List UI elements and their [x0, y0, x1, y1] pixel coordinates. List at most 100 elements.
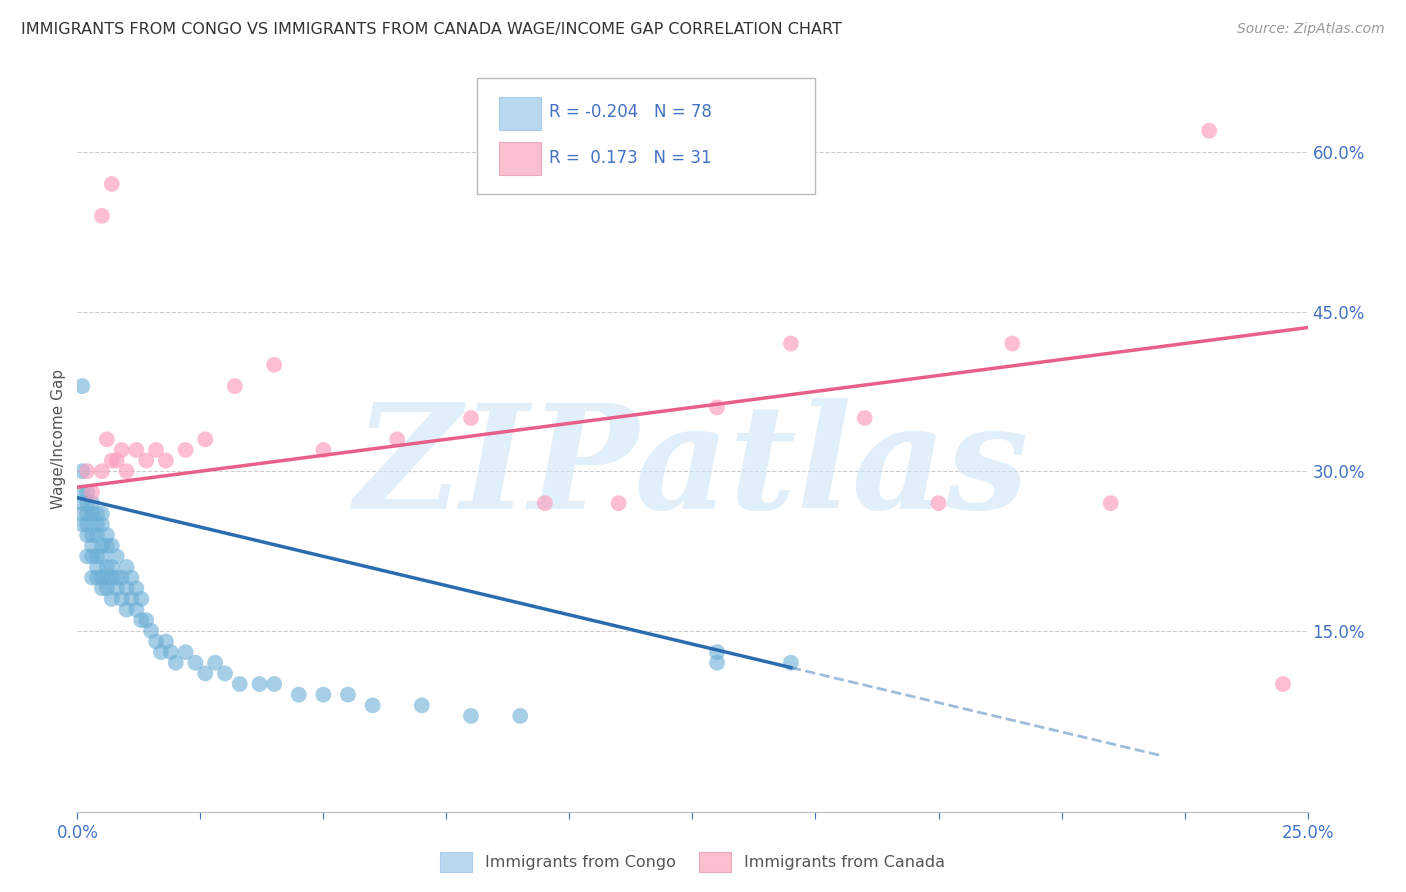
Point	[76, 549, 98, 564]
Point	[460, 411, 482, 425]
Point	[115, 602, 138, 616]
Point	[115, 464, 138, 478]
Point	[780, 656, 803, 670]
Point	[184, 656, 207, 670]
Point	[194, 666, 217, 681]
Point	[411, 698, 433, 713]
Point	[70, 517, 93, 532]
Point	[125, 442, 148, 457]
Point	[76, 496, 98, 510]
FancyBboxPatch shape	[477, 78, 815, 194]
Point	[70, 464, 93, 478]
Point	[224, 379, 246, 393]
Text: ZIPatlas: ZIPatlas	[356, 399, 1029, 540]
Point	[96, 582, 118, 596]
Point	[105, 549, 128, 564]
Point	[86, 507, 108, 521]
Point	[101, 539, 124, 553]
Point	[90, 209, 114, 223]
Point	[312, 442, 335, 457]
Point	[90, 507, 114, 521]
Point	[105, 453, 128, 467]
Point	[1198, 124, 1220, 138]
Point	[82, 571, 104, 585]
Point	[1272, 677, 1295, 691]
Point	[96, 560, 118, 574]
Point	[194, 433, 217, 447]
Point	[90, 549, 114, 564]
Point	[111, 571, 132, 585]
Point	[1001, 336, 1024, 351]
Point	[105, 582, 128, 596]
Point	[90, 517, 114, 532]
Point	[90, 571, 114, 585]
Point	[101, 453, 124, 467]
Point	[263, 358, 285, 372]
Point	[82, 528, 104, 542]
Point	[86, 517, 108, 532]
Point	[82, 549, 104, 564]
Point	[82, 539, 104, 553]
Point	[853, 411, 876, 425]
Point	[131, 613, 153, 627]
Point	[263, 677, 285, 691]
Point	[76, 485, 98, 500]
Point	[86, 528, 108, 542]
Point	[706, 401, 728, 415]
Point	[337, 688, 360, 702]
FancyBboxPatch shape	[499, 97, 541, 130]
Point	[115, 560, 138, 574]
Text: IMMIGRANTS FROM CONGO VS IMMIGRANTS FROM CANADA WAGE/INCOME GAP CORRELATION CHAR: IMMIGRANTS FROM CONGO VS IMMIGRANTS FROM…	[21, 22, 842, 37]
Point	[249, 677, 271, 691]
Point	[214, 666, 236, 681]
Point	[160, 645, 183, 659]
Point	[101, 591, 124, 606]
Point	[780, 336, 803, 351]
Point	[82, 496, 104, 510]
Point	[70, 379, 93, 393]
Point	[101, 177, 124, 191]
Point	[312, 688, 335, 702]
Point	[82, 507, 104, 521]
Text: R =  0.173   N = 31: R = 0.173 N = 31	[548, 149, 711, 167]
Point	[165, 656, 187, 670]
Point	[111, 591, 132, 606]
Point	[76, 517, 98, 532]
Point	[229, 677, 252, 691]
Point	[135, 613, 157, 627]
Point	[90, 539, 114, 553]
Point	[509, 709, 531, 723]
Legend: Immigrants from Congo, Immigrants from Canada: Immigrants from Congo, Immigrants from C…	[433, 846, 952, 879]
Point	[70, 485, 93, 500]
Point	[96, 571, 118, 585]
Point	[706, 656, 728, 670]
Point	[101, 571, 124, 585]
Y-axis label: Wage/Income Gap: Wage/Income Gap	[51, 369, 66, 509]
Point	[70, 496, 93, 510]
Point	[928, 496, 950, 510]
Point	[86, 549, 108, 564]
Point	[361, 698, 384, 713]
Point	[125, 582, 148, 596]
Point	[706, 645, 728, 659]
Text: Source: ZipAtlas.com: Source: ZipAtlas.com	[1237, 22, 1385, 37]
Point	[105, 571, 128, 585]
Point	[90, 582, 114, 596]
Point	[115, 582, 138, 596]
Point	[135, 453, 157, 467]
Point	[125, 602, 148, 616]
Point	[96, 433, 118, 447]
Point	[76, 507, 98, 521]
Point	[141, 624, 163, 638]
Point	[288, 688, 311, 702]
Point	[82, 485, 104, 500]
Point	[131, 591, 153, 606]
Point	[145, 634, 167, 648]
Point	[121, 591, 143, 606]
Point	[174, 645, 197, 659]
Point	[70, 507, 93, 521]
Point	[1099, 496, 1122, 510]
Point	[96, 528, 118, 542]
Point	[204, 656, 226, 670]
Point	[86, 560, 108, 574]
